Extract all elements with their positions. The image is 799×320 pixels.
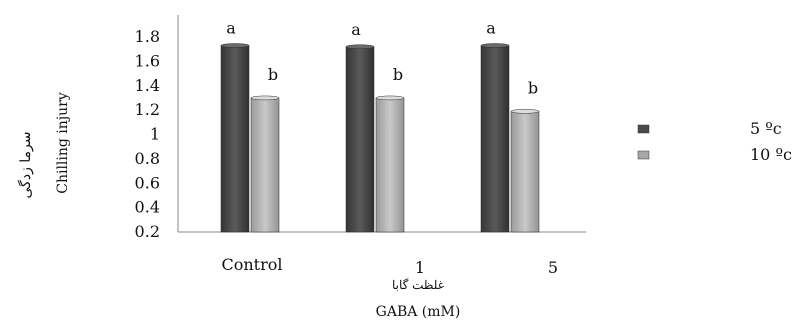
y-tick-label: 0.4 <box>135 198 160 217</box>
significance-letter: b <box>393 65 403 84</box>
significance-letter: a <box>226 19 236 38</box>
x-tick-labels: Control 1 5 <box>221 255 558 277</box>
bar <box>480 45 510 233</box>
x-tick-label: 5 <box>548 258 558 277</box>
significance-letter: a <box>486 19 496 38</box>
y-axis-title: Chilling injury <box>55 92 71 194</box>
legend-swatch <box>637 124 650 134</box>
bar-top <box>345 44 375 49</box>
bar <box>250 97 280 233</box>
legend: 5 ºc 10 ºc <box>637 119 792 164</box>
significance-letters: a b a b a b <box>226 19 538 98</box>
y-tick-labels: 1.8 1.6 1.4 1.2 1 0.8 0.6 0.4 0.2 <box>135 27 160 241</box>
y-tick-label: 1.4 <box>135 76 160 95</box>
bar <box>510 111 540 233</box>
x-axis-title: GABA (mM) <box>376 304 461 320</box>
legend-label: 10 ºc <box>750 145 792 164</box>
y-tick-label: 1.2 <box>135 100 160 119</box>
bar-top <box>375 95 405 101</box>
legend-swatch <box>637 150 650 160</box>
x-axis-title-persian: غلظت گابا <box>392 278 444 292</box>
significance-letter: b <box>528 78 538 97</box>
y-tick-label: 0.2 <box>135 222 160 241</box>
bar-top <box>220 43 250 48</box>
bar <box>375 97 405 233</box>
bar-top <box>250 95 280 101</box>
legend-label: 5 ºc <box>750 119 782 138</box>
y-tick-label: 1.8 <box>135 27 160 46</box>
bar-top <box>510 109 540 114</box>
bar <box>345 46 375 233</box>
significance-letter: a <box>351 20 361 39</box>
bar <box>220 45 250 233</box>
y-tick-label: 0.8 <box>135 149 160 168</box>
x-tick-label: 1 <box>415 258 425 277</box>
x-tick-label: Control <box>221 255 282 274</box>
y-axis-title-persian: سرما زدگی <box>17 132 34 199</box>
bars <box>220 43 540 233</box>
y-tick-label: 0.6 <box>135 173 160 192</box>
bar-top <box>480 43 510 48</box>
significance-letter: b <box>268 65 278 84</box>
y-tick-label: 1.6 <box>135 51 160 70</box>
y-tick-label: 1 <box>150 125 160 144</box>
